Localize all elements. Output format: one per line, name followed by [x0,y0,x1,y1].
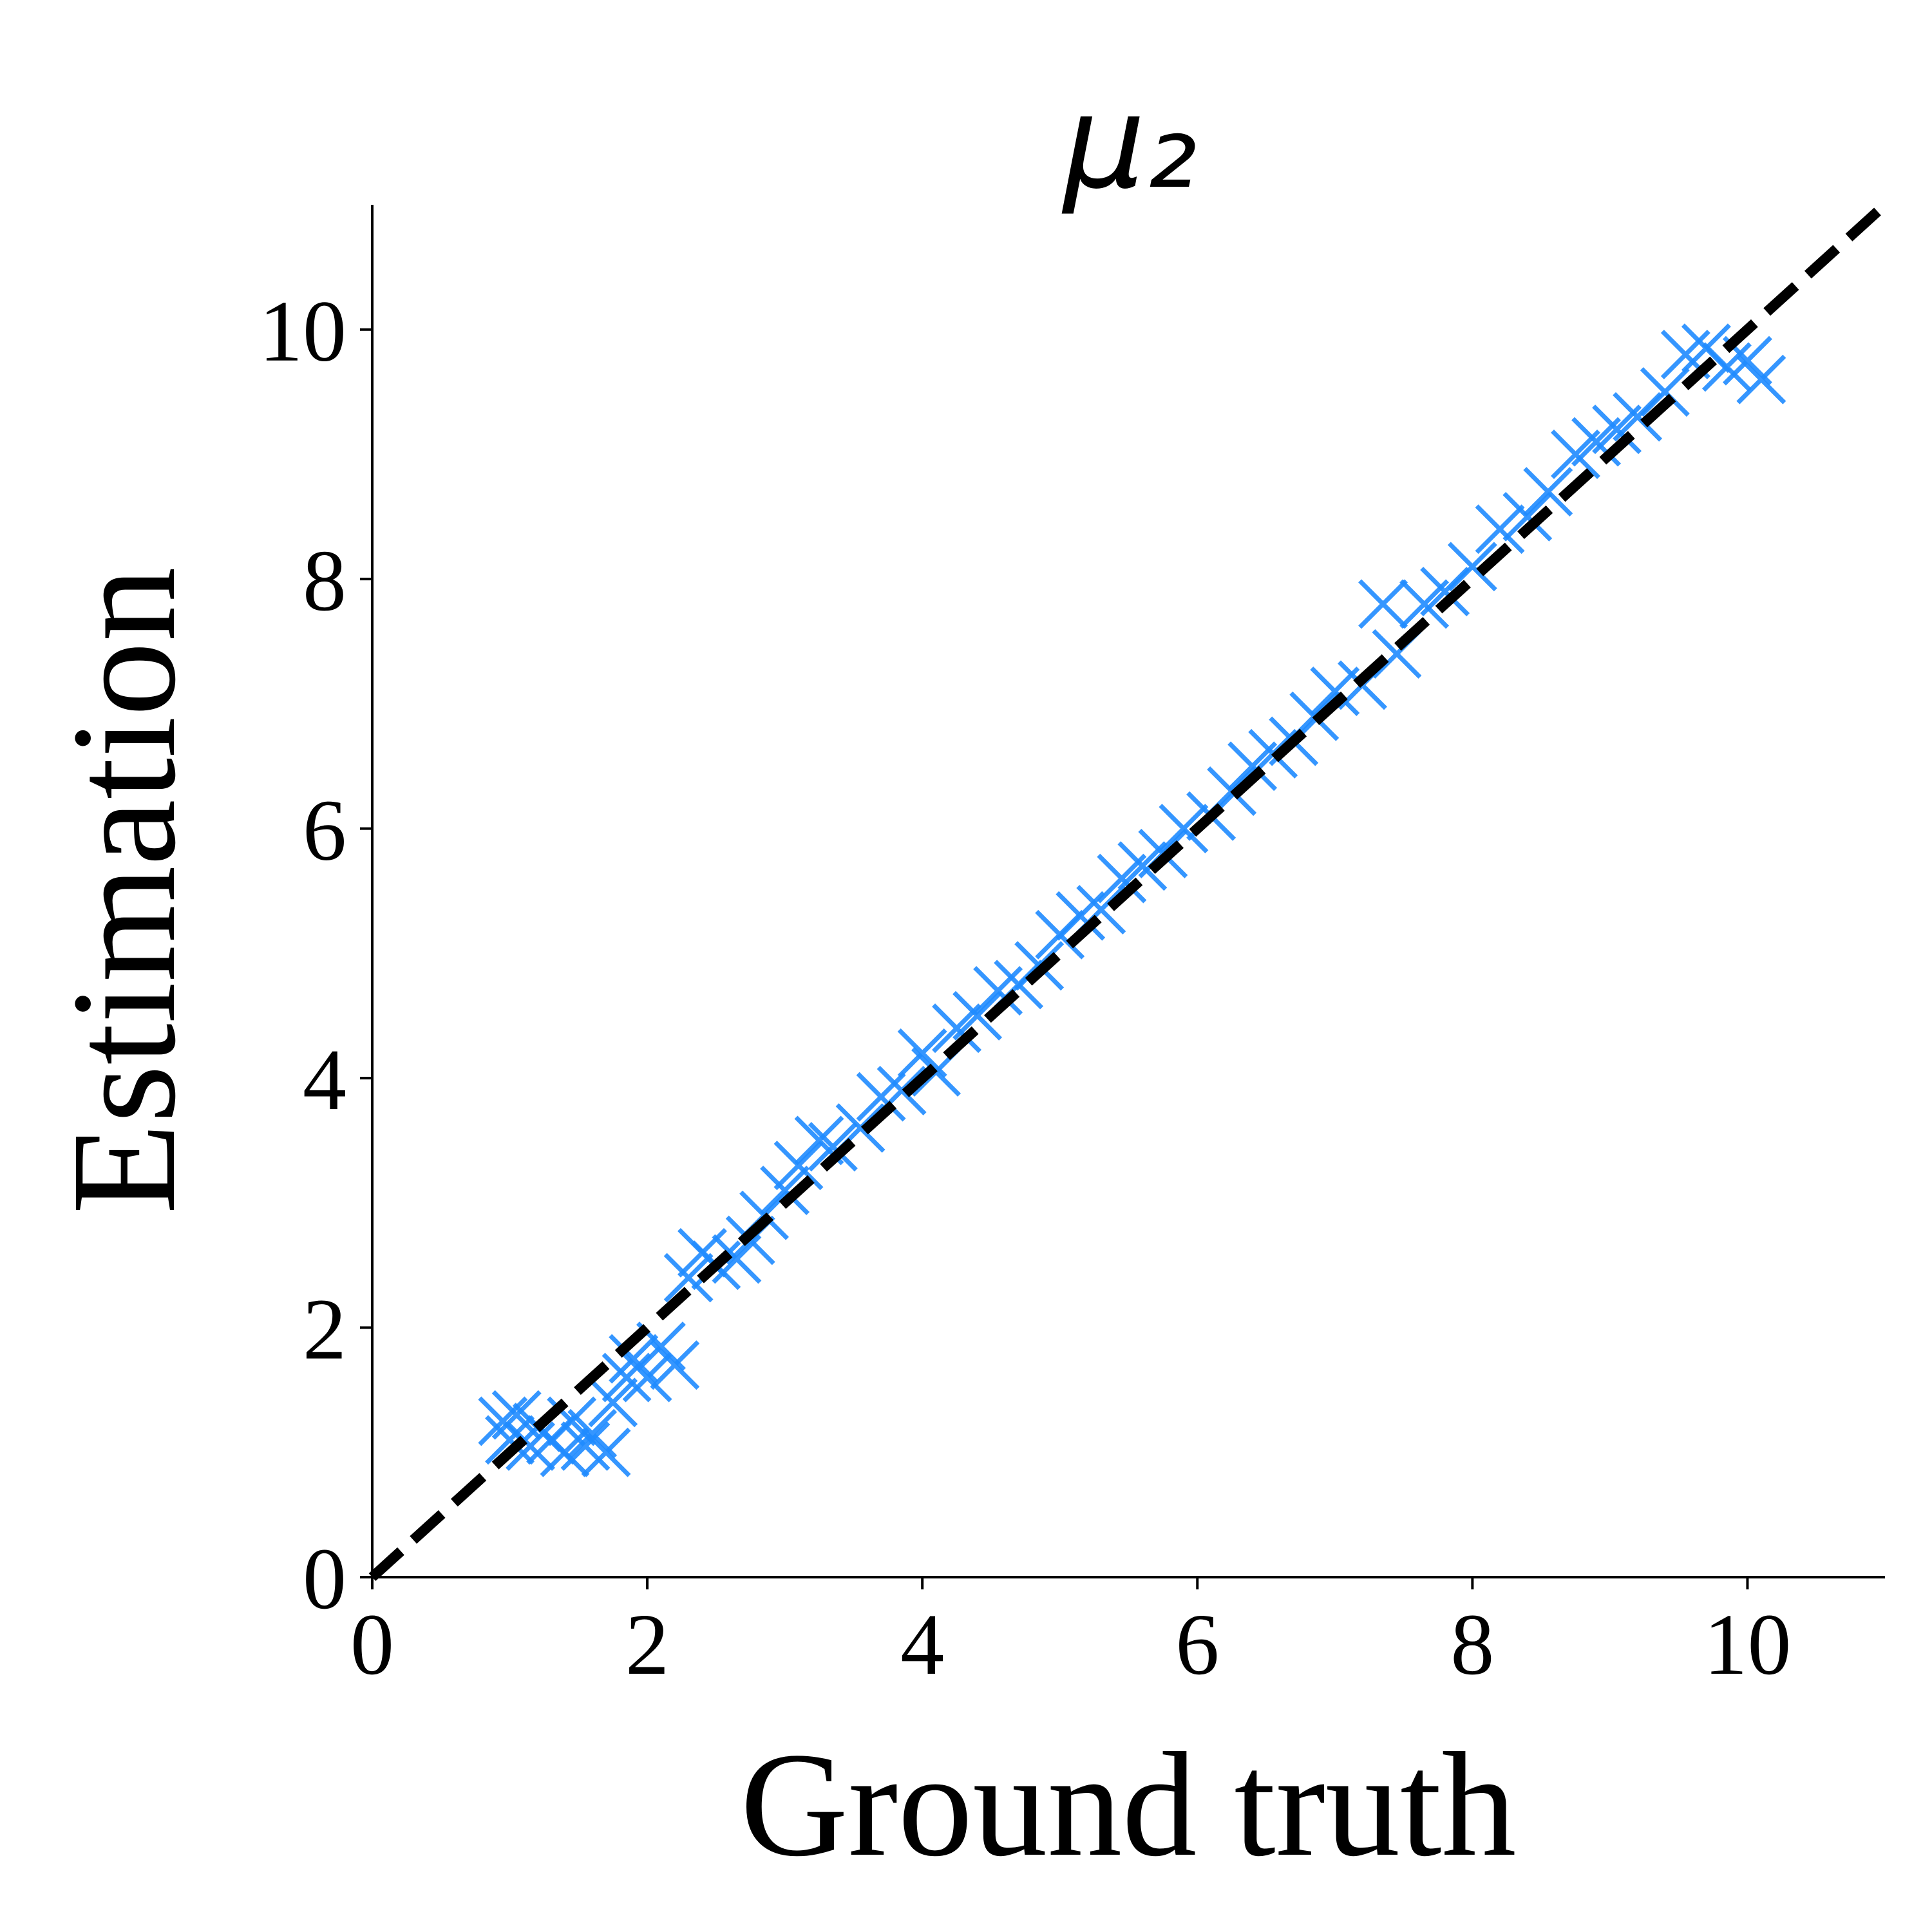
marker [1358,579,1408,629]
marker [952,990,1003,1041]
marker [1475,504,1525,554]
marker [856,1072,906,1122]
y-tick-label: 4 [303,1032,346,1128]
marker [1523,467,1573,517]
marker [581,1427,631,1477]
marker [663,1253,714,1303]
marker [773,1141,824,1191]
marker [1736,354,1786,404]
x-tick-label: 6 [1175,1596,1219,1693]
marker [808,1122,858,1172]
y-tick-label: 6 [303,782,346,879]
marker [540,1427,590,1477]
marker [1159,804,1209,854]
marker [973,966,1023,1016]
marker [601,1352,652,1403]
y-tick-label: 0 [303,1531,346,1627]
marker [622,1352,672,1403]
marker [1056,891,1106,941]
y-tick-label: 10 [259,283,346,380]
marker [1502,491,1553,542]
x-tick-label: 10 [1703,1596,1791,1693]
marker [1447,542,1497,592]
y-axis-label: Estimation [41,567,207,1214]
x-axis-label: Ground truth [741,1722,1517,1888]
marker [1701,342,1752,392]
chart-title: μ₂ [1061,68,1197,218]
x-tick-label: 4 [900,1596,944,1693]
marker [1640,367,1690,417]
y-tick-label: 2 [303,1282,346,1378]
marker [760,1165,810,1215]
x-tick-label: 0 [350,1596,394,1693]
marker [560,1421,611,1472]
marker [650,1340,700,1390]
reference-line [368,201,1889,1581]
y-tick-label: 8 [303,533,346,629]
x-tick-label: 2 [625,1596,669,1693]
marker [588,1378,638,1428]
x-tick-label: 8 [1450,1596,1494,1693]
